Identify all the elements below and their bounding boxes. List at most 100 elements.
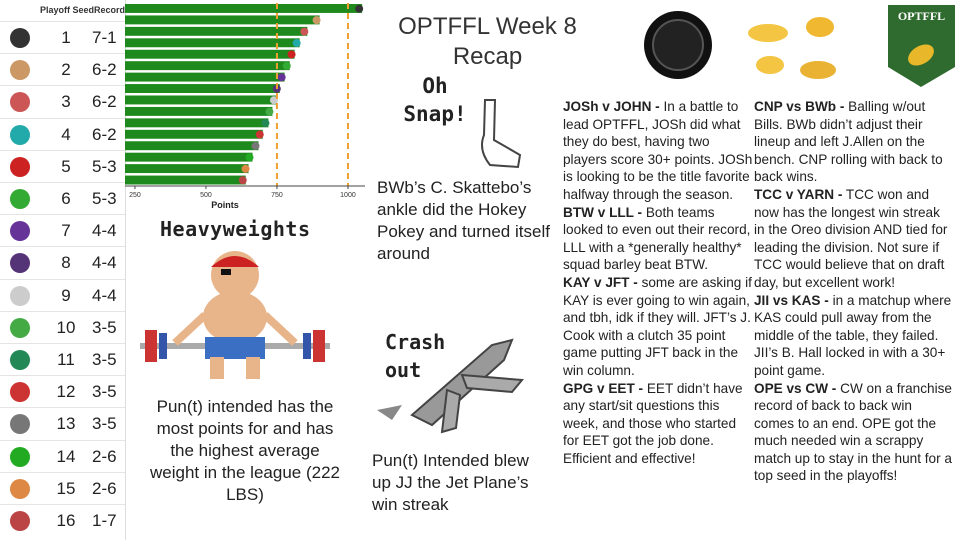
bar [125,129,263,139]
bar [125,72,285,82]
seed: 15 [56,478,76,498]
seed: 14 [56,446,76,466]
team-icon [10,92,30,113]
record: 3-5 [92,414,117,434]
bar [125,38,300,48]
standings-row: 6 5-3 [0,182,125,215]
recap-heading: GPG v EET - [563,380,644,396]
bar [125,106,273,116]
x-tick-label: 750 [271,192,283,199]
record: 4-4 [92,221,117,241]
standings-row: 13 3-5 [0,407,125,440]
oh-snap-caption: BWb’s C. Skattebo’s ankle did the Hokey … [377,178,550,263]
team-icon [10,478,30,499]
weightlifter-illustration [140,251,330,379]
plane-illustration [377,338,524,434]
header-decorations [644,5,955,87]
bar [125,61,290,71]
record: 6-2 [92,92,117,112]
team-icon [10,350,30,370]
bar [125,49,295,59]
recap-heading: BTW v LLL - [563,204,643,220]
crash-out-title: Crash out [385,330,446,382]
standings-row: 10 3-5 [0,310,125,344]
team-icon [10,285,30,306]
standings-row: 11 3-5 [0,343,125,376]
seed: 3 [61,92,71,112]
record: 5-3 [92,189,117,208]
team-icon [10,156,30,177]
ankle-illustration [481,99,522,169]
team-marker [300,27,309,36]
team-marker [287,50,296,59]
seed: 6 [61,189,71,208]
bar [125,164,249,174]
standings-row: 8 4-4 [0,246,125,279]
bar [125,152,253,162]
recap: JOSh v JOHN - In a battle to lead OPTFFL… [563,98,753,204]
seed: 9 [61,285,71,305]
crash-out-caption: Pun(t) Intended blew up JJ the Jet Plane… [372,451,529,514]
record: 3-5 [92,382,117,402]
record: 1-7 [92,511,117,530]
bar [125,118,269,128]
recap-heading: CNP vs BWb - [754,99,845,114]
oh-snap-title: Oh Snap! [403,74,467,126]
standings-table: Playoff Seed Record 1 7-1 2 6-2 3 6-2 4 6-2 5 5-3… [0,0,126,540]
standings-row: 1 7-1 [0,21,125,54]
standings-row: 7 4-4 [0,214,125,247]
standings-row: 15 2-6 [0,471,125,505]
standings-row: 16 1-7 [0,504,125,537]
recap-heading: JII vs KAS - [754,292,829,308]
recap: BTW v LLL - Both teams looked to even ou… [563,204,753,274]
seed: 4 [61,124,71,144]
points-chart: 250 500 750 1000 Points [125,3,365,210]
team-icon [10,221,30,242]
x-tick-label: 250 [129,192,141,199]
team-icon [10,124,30,145]
team-icon [10,189,30,209]
seed: 5 [61,156,71,176]
heavyweights-caption: Pun(t) intended has the most points for … [150,397,340,504]
recap-body: Both teams looked to even out their reco… [563,204,751,273]
record: 2-6 [92,446,117,466]
seed: 11 [57,350,75,369]
bar [125,175,246,185]
seed: 13 [56,414,76,434]
standings-row: 14 2-6 [0,439,125,473]
team-icon [10,253,30,274]
standings-row: 3 6-2 [0,85,125,118]
team-icon [10,28,30,48]
x-tick-label: 500 [200,192,212,199]
recap-heading: TCC v YARN - [754,186,843,202]
bar [125,26,308,36]
recap: CNP vs BWb - Balling w/out Bills. BWb di… [754,98,954,186]
record: 2-6 [92,478,117,498]
x-tick-label: 1000 [340,192,356,199]
team-marker [277,73,286,82]
standings-row: 9 4-4 [0,278,125,312]
title: OPTFFL Week 8 Recap [398,13,577,70]
team-marker [312,16,321,25]
recap-body: Balling w/out Bills. BWb didn’t adjust t… [754,99,943,185]
recap-body: some are asking if KAY is ever going to … [563,274,752,378]
recap: TCC v YARN - TCC won and now has the lon… [754,186,954,292]
logo-text: OPTFFL [897,9,946,23]
recap-body: In a battle to lead OPTFFL, JOSh did wha… [563,99,753,202]
recap-column: CNP vs BWb - Balling w/out Bills. BWb di… [754,98,954,485]
team-icon [10,60,30,81]
record: 6-2 [92,60,117,80]
team-icon [10,382,30,403]
header: Record [94,5,126,15]
team-marker [282,61,291,70]
standings-row: 12 3-5 [0,375,125,408]
recap-heading: JOSh v JOHN - [563,99,660,114]
recap: GPG v EET - EET didn’t have any start/si… [563,380,753,468]
recap-column: JOSh v JOHN - In a battle to lead OPTFFL… [563,98,753,467]
header: Playoff Seed [40,5,95,15]
team-icon [10,511,30,531]
recap-body: CW on a franchise record of back to back… [754,380,952,484]
seed: 16 [56,511,76,530]
standings-row: 5 5-3 [0,149,125,183]
